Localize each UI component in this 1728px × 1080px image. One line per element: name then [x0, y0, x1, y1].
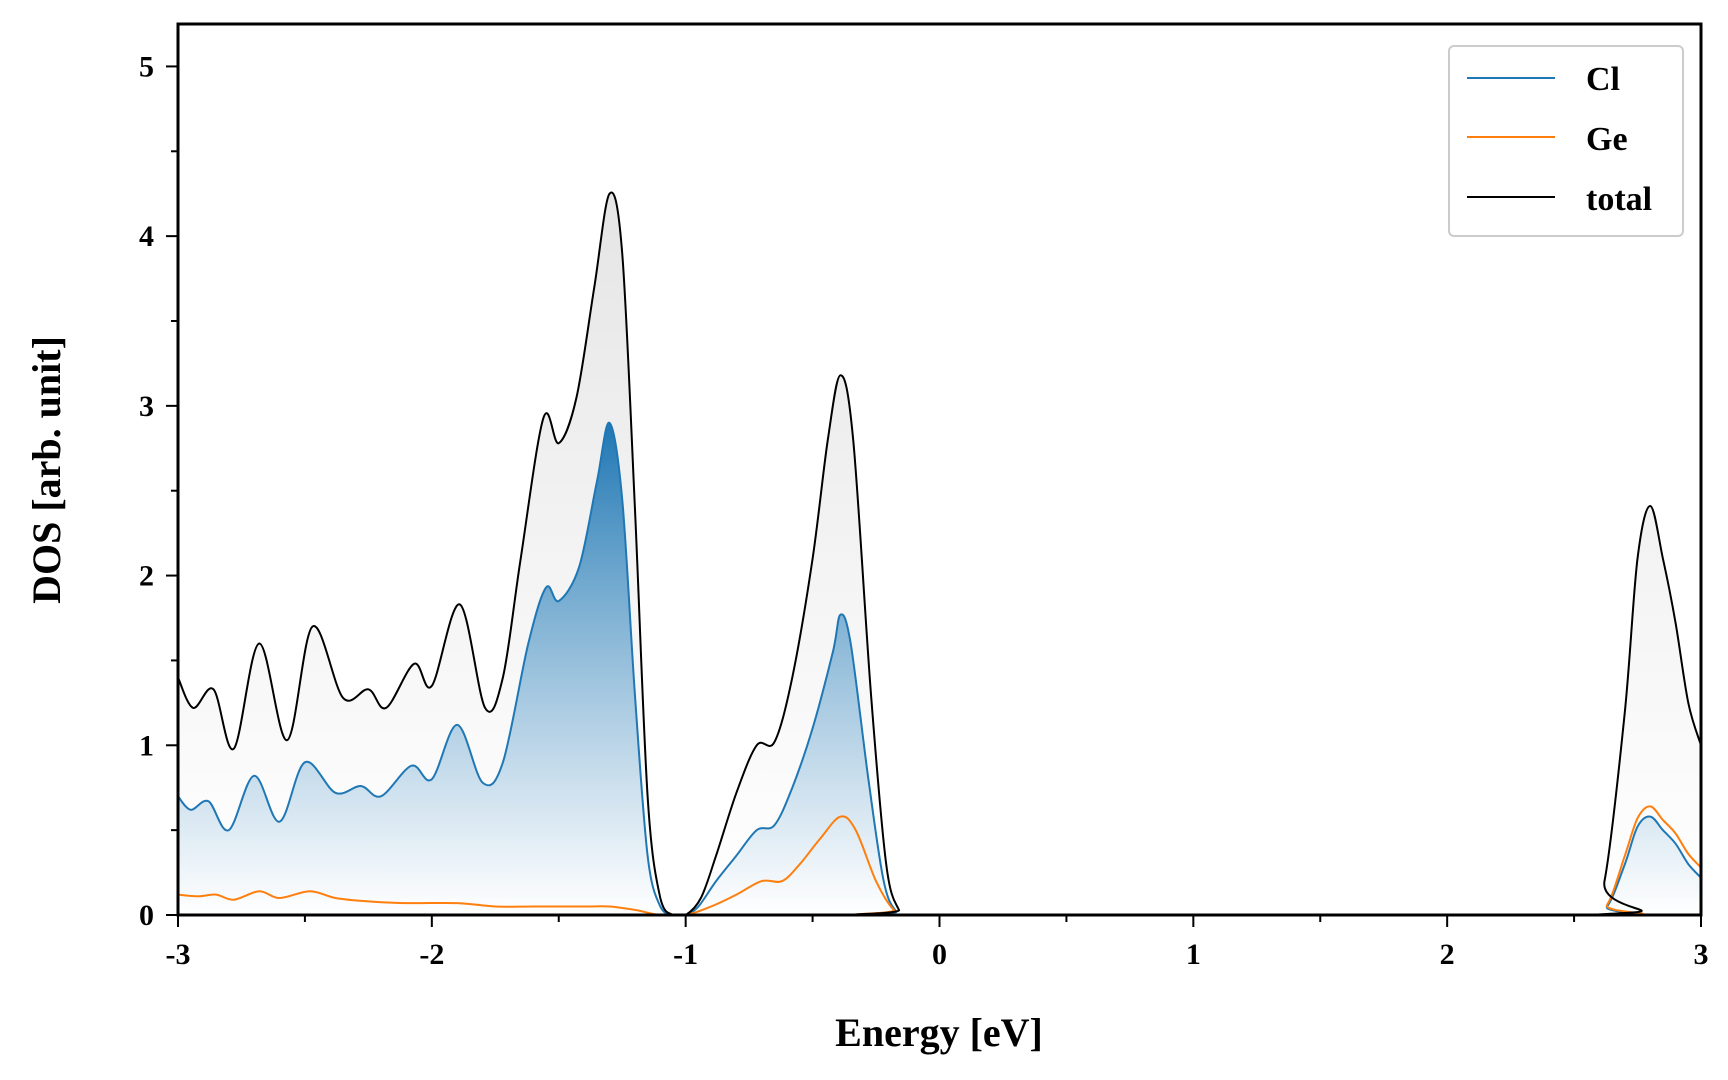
legend-label-total: total: [1586, 181, 1652, 218]
series-line-total: [178, 191, 1701, 915]
x-tick-label: -2: [419, 938, 444, 971]
y-axis-title: DOS [arb. unit]: [24, 336, 69, 604]
x-tick-label: -3: [166, 938, 191, 971]
x-tick-label: -1: [673, 938, 698, 971]
legend-label-ge: Ge: [1586, 121, 1628, 158]
y-tick-label: 0: [139, 899, 154, 932]
y-tick-label: 5: [139, 50, 154, 83]
y-tick-label: 3: [139, 390, 154, 423]
series-fills: [178, 192, 1701, 915]
y-axis-ticks: 0 1 2 3 4 5: [139, 50, 178, 932]
x-tick-label: 2: [1440, 938, 1455, 971]
x-tick-label: 3: [1694, 938, 1709, 971]
legend-label-cl: Cl: [1586, 61, 1620, 98]
y-tick-label: 2: [139, 560, 154, 593]
series-fill-cl: [178, 422, 1701, 915]
legend: Cl Ge total: [1448, 45, 1684, 237]
y-tick-label: 4: [139, 220, 154, 253]
series-line-cl: [178, 421, 1701, 915]
x-axis-title: Energy [eV]: [835, 1010, 1043, 1055]
legend-box: [1448, 45, 1684, 237]
y-tick-label: 1: [139, 729, 154, 762]
x-tick-label: 0: [932, 938, 947, 971]
x-axis-ticks: -3 -2 -1 0 1 2 3: [166, 915, 1709, 971]
x-tick-label: 1: [1186, 938, 1201, 971]
series-lines: [178, 191, 1701, 915]
